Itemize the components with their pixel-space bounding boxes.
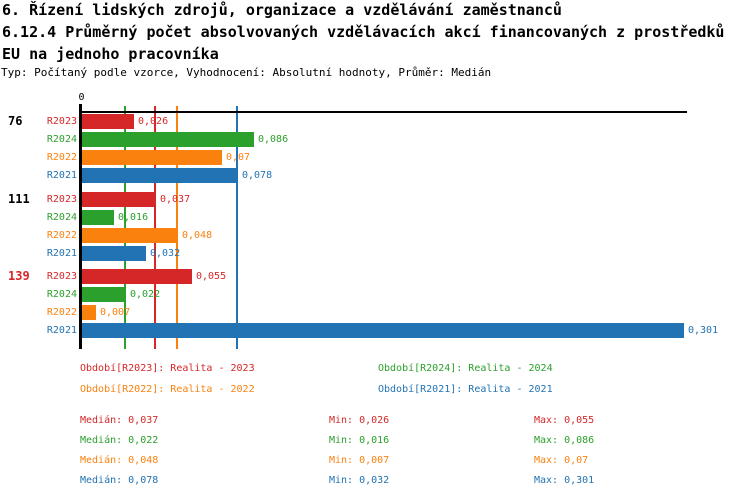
bar-111-R2021 <box>82 246 146 261</box>
legend-item-R2023: Období[R2023]: Realita - 2023 <box>80 363 255 374</box>
group-label-139: 139 <box>8 269 30 283</box>
stat-min-R2024: Min: 0,016 <box>329 435 390 446</box>
stat-max-R2021: Max: 0,301 <box>534 475 595 486</box>
chart-title-line2: 6.12.4 Průměrný počet absolvovaných vzdě… <box>2 23 725 41</box>
bar-value-111-R2022: 0,048 <box>182 230 213 241</box>
stat-median-R2022: Medián: 0,048 <box>80 455 159 466</box>
legend-item-R2024: Období[R2024]: Realita - 2024 <box>378 363 553 374</box>
bar-value-139-R2022: 0,007 <box>100 307 131 318</box>
bar-139-R2024 <box>82 287 126 302</box>
bar-label-111-R2024: R2024 <box>46 212 77 223</box>
bar-76-R2021 <box>82 168 238 183</box>
bar-label-139-R2023: R2023 <box>46 271 77 282</box>
bar-label-139-R2024: R2024 <box>46 289 77 300</box>
bar-value-139-R2021: 0,301 <box>688 325 719 336</box>
bar-111-R2024 <box>82 210 114 225</box>
stat-min-R2021: Min: 0,032 <box>329 475 390 486</box>
axis-zero-label: 0 <box>78 92 85 103</box>
x-axis-line <box>79 111 687 113</box>
bar-label-111-R2023: R2023 <box>46 194 77 205</box>
median-line-R2021 <box>236 106 238 349</box>
stat-median-R2024: Medián: 0,022 <box>80 435 159 446</box>
bar-value-139-R2024: 0,022 <box>130 289 161 300</box>
stat-max-R2022: Max: 0,07 <box>534 455 589 466</box>
stat-median-R2021: Medián: 0,078 <box>80 475 159 486</box>
legend-item-R2021: Období[R2021]: Realita - 2021 <box>378 384 553 395</box>
stat-median-R2023: Medián: 0,037 <box>80 415 159 426</box>
bar-value-76-R2024: 0,086 <box>258 134 289 145</box>
bar-76-R2024 <box>82 132 254 147</box>
bar-label-76-R2021: R2021 <box>46 170 77 181</box>
bar-label-76-R2022: R2022 <box>46 152 77 163</box>
legend-item-R2022: Období[R2022]: Realita - 2022 <box>80 384 255 395</box>
bar-139-R2023 <box>82 269 192 284</box>
median-line-R2024 <box>124 106 126 349</box>
bar-139-R2021 <box>82 323 684 338</box>
bar-value-111-R2023: 0,037 <box>160 194 191 205</box>
group-label-111: 111 <box>8 192 30 206</box>
stat-max-R2023: Max: 0,055 <box>534 415 595 426</box>
stat-max-R2024: Max: 0,086 <box>534 435 595 446</box>
stat-min-R2023: Min: 0,026 <box>329 415 390 426</box>
median-line-R2023 <box>154 106 156 349</box>
bar-76-R2022 <box>82 150 222 165</box>
bar-76-R2023 <box>82 114 134 129</box>
y-axis-line <box>79 104 82 349</box>
chart-subtitle: Typ: Počítaný podle vzorce, Vyhodnocení:… <box>1 66 492 79</box>
chart-title-line1: 6. Řízení lidských zdrojů, organizace a … <box>2 1 562 19</box>
bar-value-111-R2021: 0,032 <box>150 248 181 259</box>
bar-label-139-R2021: R2021 <box>46 325 77 336</box>
bar-label-111-R2021: R2021 <box>46 248 77 259</box>
bar-label-139-R2022: R2022 <box>46 307 77 318</box>
median-line-R2022 <box>176 106 178 349</box>
bar-label-76-R2023: R2023 <box>46 116 77 127</box>
bar-value-76-R2022: 0,07 <box>226 152 251 163</box>
group-label-76: 76 <box>8 114 23 128</box>
bar-value-111-R2024: 0,016 <box>118 212 149 223</box>
bar-value-76-R2021: 0,078 <box>242 170 273 181</box>
bar-111-R2023 <box>82 192 156 207</box>
bar-value-139-R2023: 0,055 <box>196 271 227 282</box>
chart-title-line3: EU na jednoho pracovníka <box>2 45 219 63</box>
bar-111-R2022 <box>82 228 178 243</box>
bar-label-76-R2024: R2024 <box>46 134 77 145</box>
stat-min-R2022: Min: 0,007 <box>329 455 390 466</box>
bar-value-76-R2023: 0,026 <box>138 116 169 127</box>
bar-label-111-R2022: R2022 <box>46 230 77 241</box>
bar-139-R2022 <box>82 305 96 320</box>
